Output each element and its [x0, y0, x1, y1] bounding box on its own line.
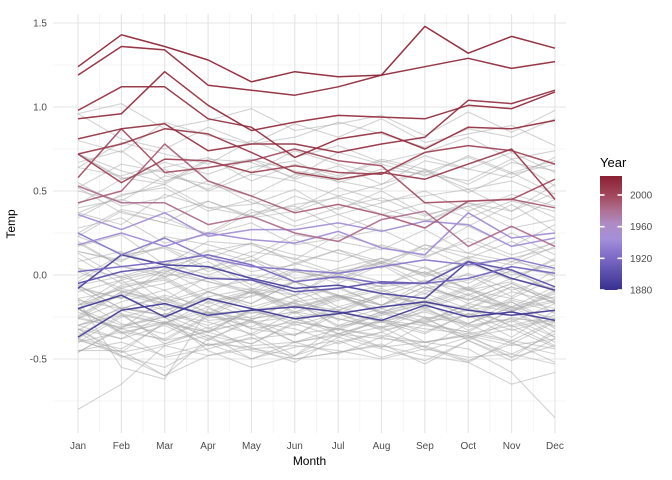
gray-year-line-1976 [77, 271, 556, 306]
x-tick-label: Jul [332, 441, 345, 452]
gray-year-line-2013 [77, 150, 556, 185]
gray-year-line-1964 [77, 289, 556, 321]
gray-year-line-1905 [77, 324, 556, 419]
gray-year-line-1891 [77, 328, 556, 385]
x-tick-label: Jan [70, 441, 86, 452]
gray-year-line-1982 [77, 240, 556, 263]
legend-tick-label: 2000 [630, 191, 653, 202]
gray-year-line-1921 [77, 299, 556, 380]
gray-year-line-1997 [77, 180, 556, 212]
y-axis-title: Temp [4, 209, 18, 239]
y-tick-label: 0.0 [33, 271, 47, 282]
y-tick-label: 1.0 [33, 103, 47, 114]
legend-tick-label: 1920 [630, 254, 653, 265]
gray-year-line-1887 [77, 306, 556, 343]
gray-year-line-1929 [77, 314, 556, 348]
gray-year-line-1943 [77, 234, 556, 269]
gray-year-line-1907 [77, 326, 556, 358]
year-line-1915 [77, 254, 556, 285]
gray-year-line-1999 [77, 197, 556, 219]
y-tick-label: -0.5 [30, 355, 48, 366]
gray-year-line-1981 [77, 203, 556, 236]
year-line-1886 [77, 302, 556, 338]
gray-year-line-2011 [77, 158, 556, 190]
gray-year-line-1934 [77, 287, 556, 310]
year-line-2020 [77, 45, 556, 96]
gray-year-line-1995 [77, 183, 556, 216]
year-line-1884 [77, 294, 556, 320]
y-tick-label: 1.5 [33, 19, 47, 30]
gray-year-line-1936 [77, 277, 556, 313]
x-tick-label: Dec [546, 441, 564, 452]
year-line-1900 [77, 260, 556, 293]
gray-year-line-1950 [77, 286, 556, 318]
x-tick-label: May [242, 441, 261, 452]
gray-year-line-1966 [77, 266, 556, 298]
year-line-1926 [77, 232, 556, 275]
legend-tick-label: 1960 [630, 222, 653, 233]
gray-year-line-2000 [77, 187, 556, 222]
year-line-2023 [77, 25, 556, 83]
gray-year-line-1985 [77, 239, 556, 274]
x-tick-label: Aug [373, 441, 391, 452]
gray-year-line-2002 [77, 153, 556, 185]
year-line-1944 [77, 212, 556, 248]
x-tick-label: Mar [156, 441, 174, 452]
gray-year-line-1893 [77, 333, 556, 410]
x-axis-title: Month [292, 454, 327, 468]
x-tick-label: Nov [503, 441, 521, 452]
year-line-2010 [77, 128, 556, 200]
legend-tick-label: 1880 [630, 286, 653, 297]
y-tick-label: 0.5 [33, 187, 47, 198]
legend-title: Year [600, 155, 627, 170]
gray-year-line-2006 [77, 150, 556, 185]
gray-year-line-1958 [77, 240, 556, 278]
gray-year-line-1993 [77, 217, 556, 251]
x-tick-label: Apr [200, 441, 216, 452]
x-tick-label: Oct [460, 441, 476, 452]
gray-year-line-2021 [77, 118, 556, 153]
gray-year-line-1903 [77, 318, 556, 353]
gray-year-line-1909 [77, 339, 556, 362]
x-tick-label: Sep [416, 441, 434, 452]
year-line-2019 [77, 70, 556, 132]
gray-year-line-1908 [78, 345, 556, 377]
gray-year-line-2009 [77, 151, 556, 184]
gray-year-line-1910 [77, 321, 556, 357]
x-tick-label: Feb [113, 441, 131, 452]
gray-year-line-1933 [77, 306, 556, 338]
gray-year-line-1935 [77, 308, 556, 368]
gray-year-line-2018 [77, 113, 556, 150]
year-line-2005 [77, 144, 556, 184]
gray-year-line-1972 [77, 252, 556, 284]
year-line-2017 [77, 86, 556, 159]
legend-colorbar [600, 176, 622, 290]
gray-year-line-1922 [77, 304, 556, 340]
year-line-1983 [77, 185, 556, 248]
gray-year-line-1931 [77, 276, 556, 308]
gray-year-line-1917 [77, 336, 556, 368]
gray-year-line-1968 [77, 274, 556, 296]
year-line-1998 [77, 128, 556, 204]
x-tick-label: Jun [287, 441, 303, 452]
